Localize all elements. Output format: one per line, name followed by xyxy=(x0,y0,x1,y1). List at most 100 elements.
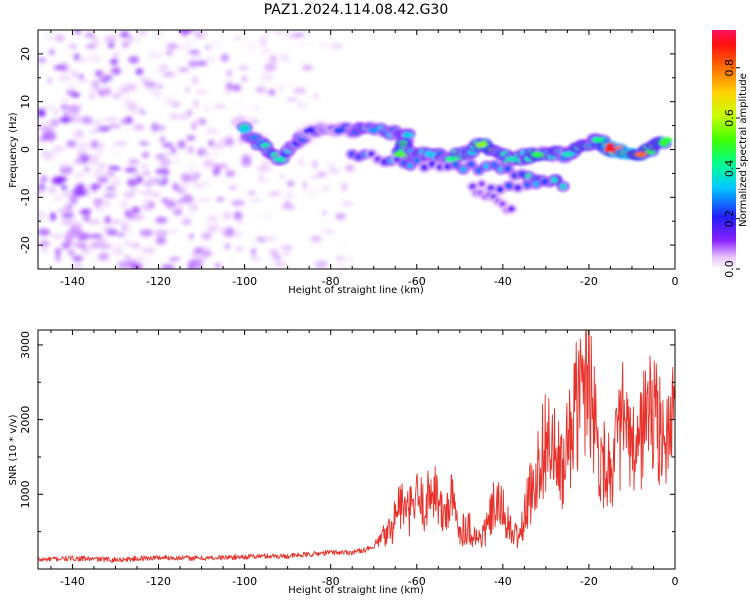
spectrogram-cell xyxy=(92,170,105,178)
spectrogram-cell xyxy=(89,242,103,248)
spectrogram-cell xyxy=(402,132,415,138)
spectrogram-cell xyxy=(338,262,346,269)
spectrogram-cell xyxy=(38,58,47,63)
spectrogram-cell xyxy=(61,213,75,218)
y-tick-label: -10 xyxy=(19,188,32,206)
spectrogram-cell xyxy=(195,89,207,95)
spectrogram-cell xyxy=(196,60,208,66)
spectrogram-cell xyxy=(121,219,130,228)
spectrogram-cell xyxy=(80,116,93,125)
spectrogram-cell xyxy=(116,158,127,165)
spectrogram-cell xyxy=(260,72,275,82)
spectrogram-cell xyxy=(124,255,131,259)
spectrogram-cell xyxy=(61,191,75,198)
spectrogram-noise xyxy=(38,30,355,269)
spectrogram-cell xyxy=(341,201,354,206)
spectrogram-cell xyxy=(91,53,99,62)
spectrogram-cell xyxy=(71,92,80,98)
spectrogram-cell xyxy=(292,33,305,38)
spectrogram-cell xyxy=(89,80,95,89)
spectrogram-cell xyxy=(290,171,299,180)
spectrogram-cell xyxy=(131,246,140,252)
spectrogram-cell xyxy=(213,105,227,108)
spectrogram-cell xyxy=(177,140,186,149)
colorbar-tick-label: 0.6 xyxy=(723,109,736,127)
spectrogram-cell xyxy=(139,190,153,196)
spectrogram-cell xyxy=(285,200,290,205)
spectrogram-cell xyxy=(154,157,160,162)
spectrogram-cell xyxy=(282,62,288,67)
spectrogram-cell xyxy=(104,201,110,206)
spectrogram-cell xyxy=(58,207,70,214)
spectrogram-cell xyxy=(63,219,78,223)
spectrogram-cell xyxy=(125,83,137,91)
spectrogram-cell xyxy=(104,87,111,95)
spectrogram-cell xyxy=(40,175,48,183)
spectrogram-cell xyxy=(71,69,78,79)
spectrogram-cell xyxy=(213,223,220,229)
spectrogram-cell xyxy=(324,221,333,226)
spectrogram-cell xyxy=(214,262,222,268)
spectrogram-cell xyxy=(191,76,199,85)
spectrogram-x-ticks: -140 -120 -100 -80 -60 -40 -20 0 xyxy=(50,30,679,288)
spectrogram-cell xyxy=(523,181,531,189)
spectrogram-cell xyxy=(113,144,125,154)
spectrogram-cell xyxy=(41,152,55,161)
spectrogram-cell xyxy=(155,236,167,245)
snr-x-label: Height of straight line (km) xyxy=(288,585,424,596)
spectrogram-cell xyxy=(256,38,269,43)
colorbar-tick-label: 0.8 xyxy=(723,59,736,77)
spectrogram-cell xyxy=(57,76,71,81)
spectrogram-cell xyxy=(249,151,256,159)
spectrogram-cell xyxy=(78,79,88,83)
x-tick-label: -100 xyxy=(232,275,257,288)
spectrogram-cell xyxy=(188,60,199,68)
y-tick-label: -20 xyxy=(19,236,32,254)
spectrogram-cell xyxy=(106,257,111,266)
spectrogram-cell xyxy=(531,151,544,157)
spectrogram-cell xyxy=(335,212,346,220)
spectrogram-cell xyxy=(48,185,57,194)
spectrogram-cell xyxy=(262,160,268,166)
snr-x-ticks: -140 -120 -100 -80 -60 -40 -20 0 xyxy=(50,330,679,588)
x-tick-label: 0 xyxy=(672,575,679,588)
spectrogram-cell xyxy=(306,189,319,195)
spectrogram-cell xyxy=(216,197,225,201)
spectrogram-cell xyxy=(104,35,117,44)
spectrogram-cell xyxy=(38,210,46,220)
spectrogram-cell xyxy=(297,158,305,166)
spectrogram-cell xyxy=(68,44,78,49)
spectrogram-cell xyxy=(60,162,71,168)
spectrogram-cell xyxy=(96,126,111,132)
spectrogram-cell xyxy=(89,184,102,189)
x-tick-label: -60 xyxy=(408,275,426,288)
spectrogram-cell xyxy=(49,118,60,127)
spectrogram-cell xyxy=(459,166,467,173)
spectrogram-cell xyxy=(80,208,92,215)
spectrogram-cell xyxy=(234,35,241,41)
spectrogram-cell xyxy=(293,87,307,94)
spectrogram-cell xyxy=(286,190,292,198)
spectrogram-cell xyxy=(233,211,243,221)
spectrogram-cell xyxy=(112,250,124,255)
spectrogram-cell xyxy=(144,258,153,266)
spectrogram-cell xyxy=(171,103,181,107)
spectrogram-cell xyxy=(213,166,221,176)
spectrogram-cell xyxy=(317,88,329,94)
spectrogram-cell xyxy=(89,154,100,161)
spectrogram-cell xyxy=(118,260,131,268)
spectrogram-cell xyxy=(133,124,145,131)
spectrogram-cell xyxy=(130,244,141,247)
spectrogram-cell xyxy=(104,189,117,195)
spectrogram-cell xyxy=(61,241,70,250)
spectrogram-cell xyxy=(55,255,61,262)
spectrogram-cell xyxy=(123,191,136,199)
spectrogram-cell xyxy=(112,93,121,99)
spectrogram-cell xyxy=(172,186,181,191)
spectrogram-cell xyxy=(226,69,232,78)
spectrogram-cell xyxy=(84,57,94,62)
spectrogram-cell xyxy=(64,203,74,208)
spectrogram-cell xyxy=(249,198,262,203)
spectrogram-cell xyxy=(467,161,475,168)
